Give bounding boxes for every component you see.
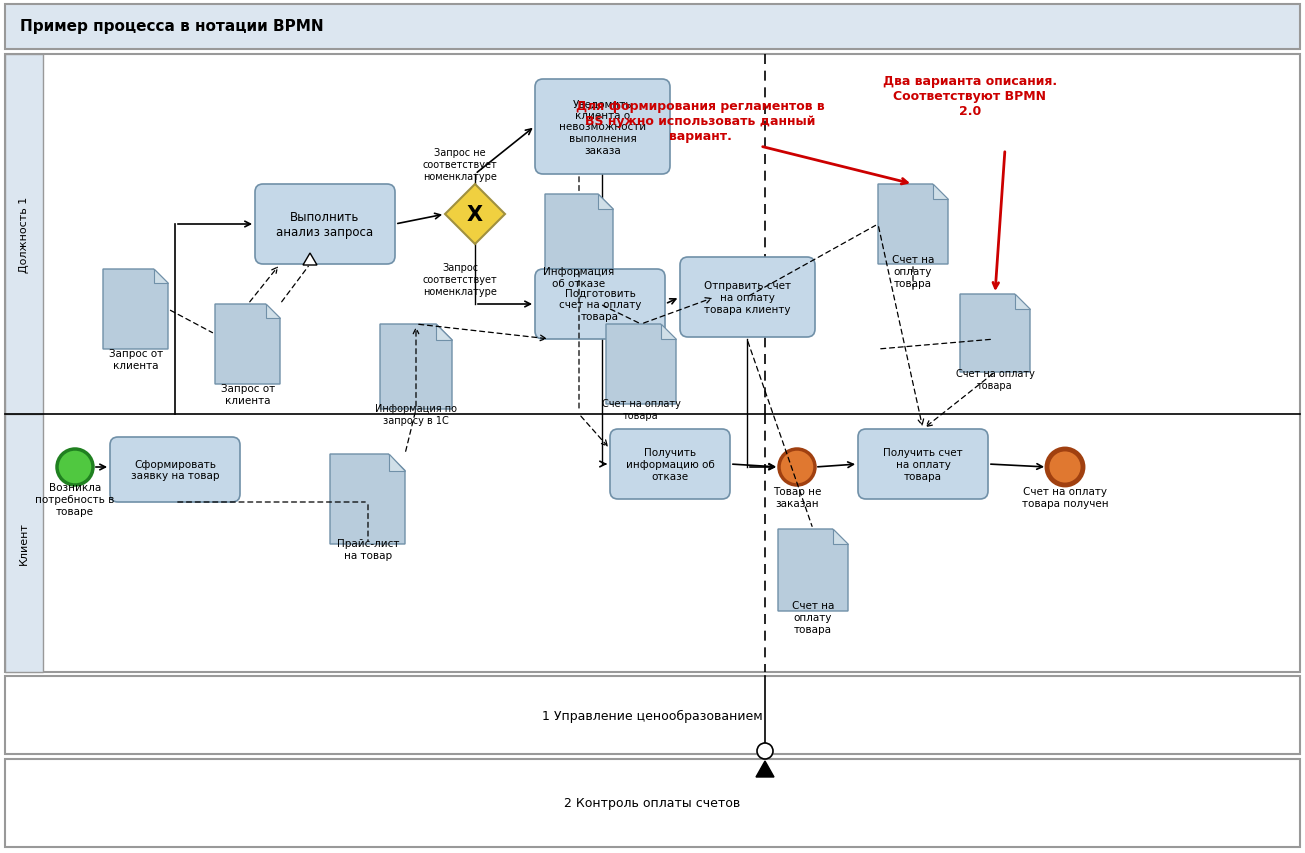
Text: Запрос
соответствует
номенклатуре: Запрос соответствует номенклатуре — [423, 263, 497, 296]
FancyBboxPatch shape — [609, 430, 729, 499]
Text: Возникла
потребность в
товаре: Возникла потребность в товаре — [35, 483, 115, 516]
Polygon shape — [598, 194, 613, 210]
Polygon shape — [330, 455, 405, 544]
Text: Информация по
запросу в 1С: Информация по запросу в 1С — [375, 403, 457, 426]
Text: 2 Контроль оплаты счетов: 2 Контроль оплаты счетов — [564, 797, 740, 809]
Text: Выполнить
анализ запроса: Выполнить анализ запроса — [277, 211, 373, 239]
Polygon shape — [389, 455, 405, 471]
Text: Подготовить
счет на оплату
товара: Подготовить счет на оплату товара — [559, 288, 641, 322]
Polygon shape — [545, 194, 613, 270]
Text: 1 Управление ценообразованием: 1 Управление ценообразованием — [542, 709, 762, 722]
Text: Запрос от
клиента: Запрос от клиента — [108, 349, 163, 370]
Polygon shape — [380, 325, 452, 409]
Text: Получить
информацию об
отказе: Получить информацию об отказе — [625, 448, 714, 481]
Polygon shape — [756, 761, 774, 777]
Text: Счет на
оплату
товара: Счет на оплату товара — [792, 601, 834, 634]
Polygon shape — [606, 325, 676, 404]
Polygon shape — [960, 294, 1030, 373]
Polygon shape — [436, 325, 452, 340]
Polygon shape — [778, 530, 848, 612]
Polygon shape — [445, 185, 505, 245]
Bar — [5, 55, 1300, 672]
Polygon shape — [103, 270, 168, 350]
Text: Пример процесса в нотации BPMN: Пример процесса в нотации BPMN — [20, 20, 324, 34]
Text: Счет на оплату
товара получен: Счет на оплату товара получен — [1022, 486, 1108, 508]
Polygon shape — [933, 185, 947, 200]
Text: Счет на
оплату
товара: Счет на оплату товара — [891, 255, 934, 288]
Polygon shape — [215, 305, 281, 385]
Text: Прайс-лист
на товар: Прайс-лист на товар — [337, 538, 399, 560]
Text: Уведомить
клиента о
невозможности
выполнения
заказа: Уведомить клиента о невозможности выполн… — [559, 99, 646, 155]
Circle shape — [1047, 450, 1083, 485]
Text: Должность 1: Должность 1 — [20, 197, 29, 273]
Text: Информация
об отказе: Информация об отказе — [543, 267, 615, 288]
Polygon shape — [154, 270, 168, 284]
Text: Сформировать
заявку на товар: Сформировать заявку на товар — [130, 459, 219, 481]
Bar — [5, 759, 1300, 847]
Bar — [5, 5, 1300, 50]
FancyBboxPatch shape — [857, 430, 988, 499]
Polygon shape — [660, 325, 676, 340]
Polygon shape — [878, 185, 947, 264]
Polygon shape — [303, 253, 317, 265]
Bar — [5, 676, 1300, 754]
Text: Счет на оплату
товара: Счет на оплату товара — [602, 398, 680, 421]
Text: X: X — [467, 205, 483, 224]
FancyBboxPatch shape — [535, 270, 666, 339]
Text: Запрос от
клиента: Запрос от клиента — [221, 384, 275, 405]
Bar — [5, 55, 43, 415]
Text: Для формирования регламентов в
BS нужно использовать данный
вариант.: Для формирования регламентов в BS нужно … — [576, 100, 825, 142]
Bar — [5, 415, 43, 672]
FancyBboxPatch shape — [680, 258, 816, 338]
Text: Запрос не
соответствует
номенклатуре: Запрос не соответствует номенклатуре — [423, 148, 497, 182]
Text: Клиент: Клиент — [20, 522, 29, 565]
Polygon shape — [266, 305, 281, 319]
Text: Получить счет
на оплату
товара: Получить счет на оплату товара — [883, 448, 963, 481]
Text: Товар не
заказан: Товар не заказан — [773, 486, 821, 508]
Circle shape — [57, 450, 93, 485]
Text: Отправить счет
на оплату
товара клиенту: Отправить счет на оплату товара клиенту — [703, 281, 791, 314]
FancyBboxPatch shape — [110, 438, 240, 502]
FancyBboxPatch shape — [535, 80, 669, 175]
Polygon shape — [833, 530, 848, 545]
Text: Два варианта описания.
Соответствуют BPMN
2.0: Два варианта описания. Соответствуют BPM… — [883, 75, 1057, 118]
Circle shape — [779, 450, 816, 485]
Text: Счет на оплату
товара: Счет на оплату товара — [955, 368, 1035, 391]
Polygon shape — [1014, 294, 1030, 310]
Circle shape — [757, 743, 773, 759]
FancyBboxPatch shape — [254, 185, 395, 264]
